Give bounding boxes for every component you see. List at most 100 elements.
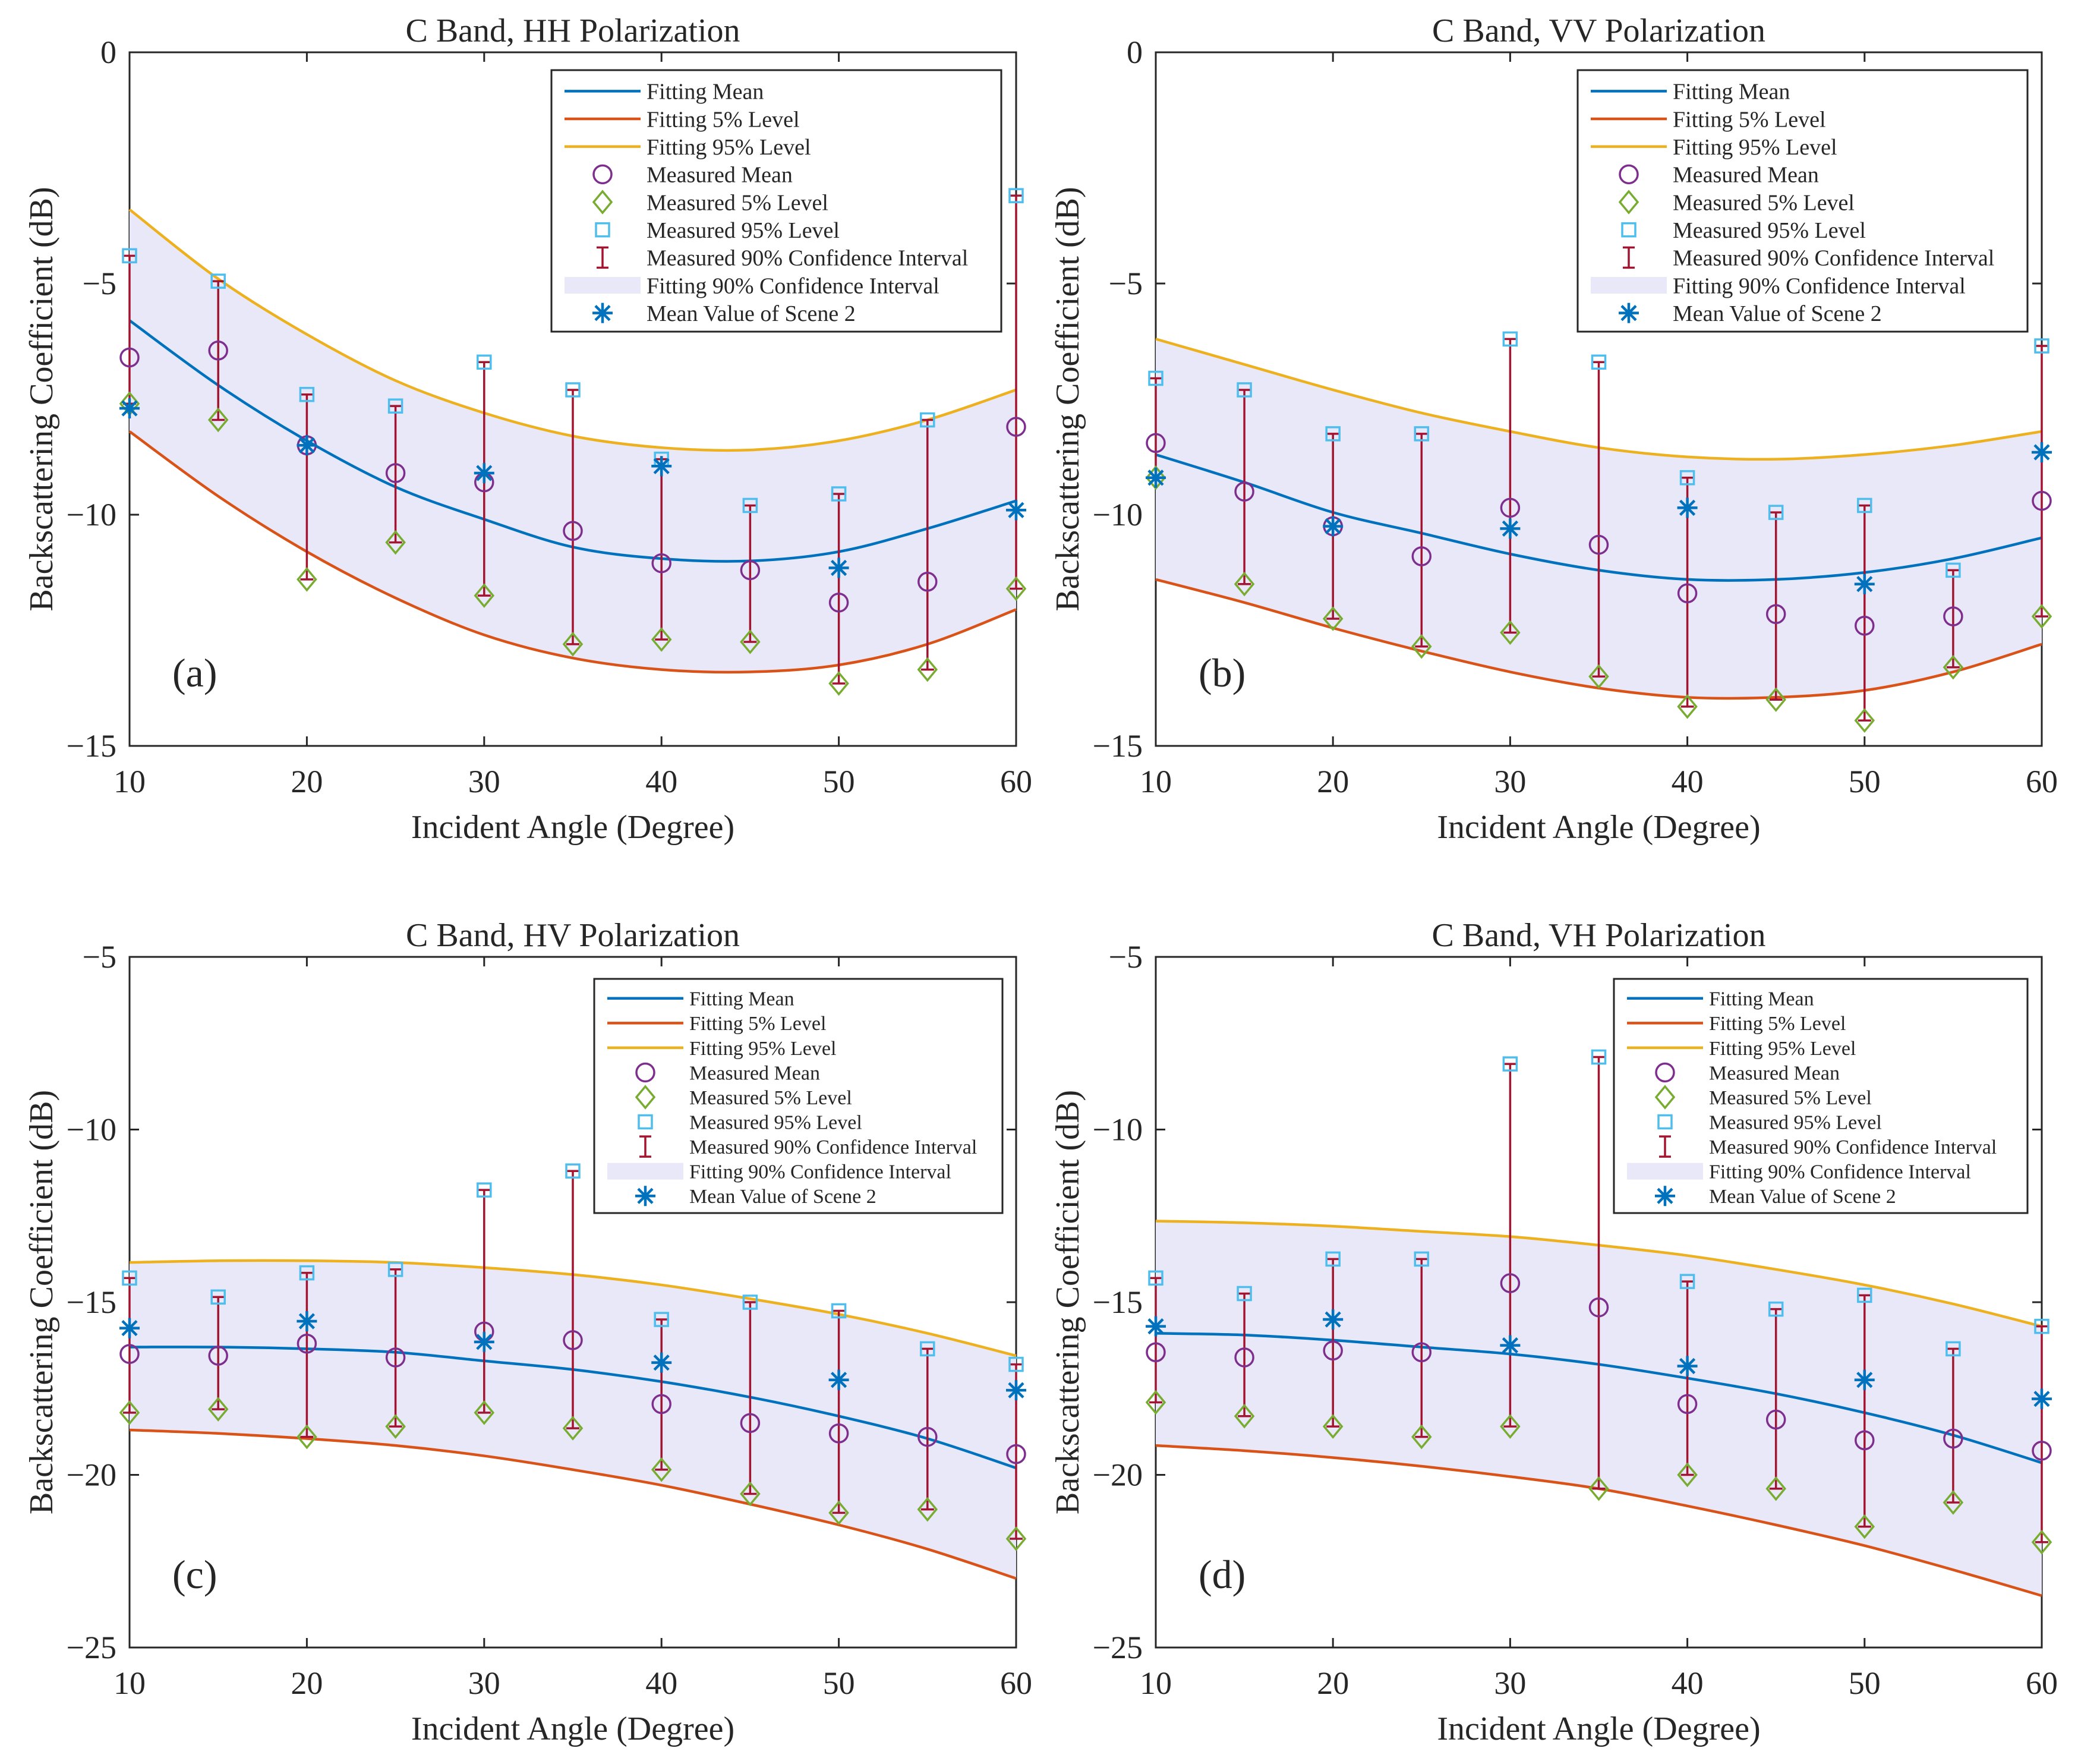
measured-95-marker bbox=[477, 1182, 492, 1198]
legend-symbol-measured-95 bbox=[1621, 222, 1636, 238]
measured-5-marker bbox=[297, 1424, 317, 1450]
legend-label: Fitting 5% Level bbox=[647, 107, 800, 132]
panel-letter: (c) bbox=[172, 1552, 217, 1597]
measured-mean-marker bbox=[1765, 604, 1786, 625]
ci-errorbar bbox=[2035, 345, 2048, 618]
scene2-mean-marker bbox=[1677, 497, 1698, 518]
measured-95-marker bbox=[1237, 1286, 1252, 1302]
measured-95-marker bbox=[1768, 1301, 1784, 1317]
x-tick-label: 10 bbox=[113, 764, 146, 799]
legend-label: Fitting 95% Level bbox=[1709, 1038, 1856, 1060]
x-tick-label: 20 bbox=[291, 764, 323, 799]
legend-label: Fitting 95% Level bbox=[689, 1038, 836, 1060]
measured-95-marker bbox=[1591, 1049, 1607, 1065]
legend-label: Fitting Mean bbox=[647, 80, 764, 105]
legend-label: Fitting 90% Confidence Interval bbox=[1709, 1161, 1971, 1183]
x-axis-label: Incident Angle (Degree) bbox=[1437, 809, 1760, 846]
x-tick-label: 60 bbox=[1000, 764, 1032, 799]
measured-5-marker bbox=[1677, 694, 1698, 719]
measured-mean-marker bbox=[1765, 1409, 1786, 1430]
legend-item: Mean Value of Scene 2 bbox=[1619, 301, 1882, 326]
measured-95-marker bbox=[565, 382, 581, 398]
ci-errorbar bbox=[212, 1296, 225, 1410]
legend-label: Fitting Mean bbox=[1709, 988, 1814, 1010]
scene2-mean-marker bbox=[2032, 442, 2052, 462]
measured-5-marker bbox=[1588, 664, 1609, 689]
scene2-mean-marker bbox=[1146, 1316, 1166, 1337]
ci-errorbar bbox=[920, 1347, 934, 1511]
measured-95-marker bbox=[1945, 1341, 1961, 1357]
measured-5-marker bbox=[1943, 1490, 1964, 1515]
measured-95-marker bbox=[742, 497, 758, 514]
measured-95-marker bbox=[1679, 1274, 1695, 1289]
measured-mean-marker bbox=[1677, 583, 1698, 604]
measured-5-marker bbox=[1411, 1424, 1432, 1450]
measured-95-marker bbox=[1502, 1056, 1518, 1072]
measured-5-marker bbox=[2031, 1530, 2052, 1555]
measured-mean-marker bbox=[1943, 1428, 1963, 1449]
measured-95-marker bbox=[1502, 331, 1518, 347]
panel-letter: (a) bbox=[172, 650, 217, 695]
measured-95-marker bbox=[1414, 426, 1430, 442]
legend-item: Measured 90% Confidence Interval bbox=[1659, 1135, 1997, 1158]
measured-95-marker bbox=[1414, 1251, 1430, 1267]
ci-errorbar bbox=[1238, 389, 1251, 585]
legend-label: Measured Mean bbox=[689, 1062, 820, 1084]
y-tick-label: −10 bbox=[1093, 1112, 1143, 1148]
y-axis-label: Backscattering Coefficient (dB) bbox=[23, 187, 60, 611]
legend-label: Mean Value of Scene 2 bbox=[647, 301, 856, 326]
measured-5-marker bbox=[207, 1397, 229, 1422]
fitting-5-line bbox=[129, 1428, 1017, 1580]
measured-mean-marker bbox=[828, 593, 849, 613]
scene2-mean-marker bbox=[1854, 574, 1875, 594]
x-tick-label: 40 bbox=[645, 1665, 677, 1701]
legend-symbol-measured-mean bbox=[635, 1062, 655, 1083]
ci-errorbar bbox=[1680, 1280, 1694, 1476]
plot-layer bbox=[1145, 1049, 2052, 1598]
scene2-mean-marker bbox=[828, 1369, 849, 1390]
measured-95-marker bbox=[477, 354, 492, 370]
measured-5-marker bbox=[297, 567, 317, 592]
measured-95-marker bbox=[1679, 470, 1695, 486]
measured-5-marker bbox=[474, 583, 495, 608]
ci-errorbar bbox=[1503, 338, 1517, 634]
legend-symbol-fitting-band bbox=[607, 1163, 683, 1180]
fitting-5-line bbox=[128, 430, 1017, 674]
measured-mean-marker bbox=[385, 463, 406, 483]
panel-title: C Band, VV Polarization bbox=[1432, 12, 1765, 49]
y-axis-label: Backscattering Coefficient (dB) bbox=[1049, 1090, 1086, 1514]
measured-mean-marker bbox=[1855, 1430, 1875, 1451]
measured-mean-marker bbox=[917, 1426, 938, 1447]
measured-95-marker bbox=[1008, 1356, 1024, 1372]
scene2-mean-marker bbox=[1323, 516, 1344, 537]
scene2-mean-marker bbox=[1500, 1335, 1521, 1356]
measured-5-marker bbox=[1005, 576, 1027, 601]
panel-b: C Band, VV Polarization Incident Angle (… bbox=[1049, 12, 2058, 846]
legend-symbol-measured-mean bbox=[1619, 164, 1639, 185]
scene2-mean-marker bbox=[474, 1331, 494, 1352]
legend-item: Measured Mean bbox=[592, 163, 793, 188]
measured-95-marker bbox=[210, 1289, 226, 1305]
x-tick-label: 50 bbox=[823, 1665, 855, 1701]
measured-mean-marker bbox=[651, 1394, 671, 1415]
legend-item: Fitting Mean bbox=[1627, 988, 1814, 1010]
measured-95-marker bbox=[565, 1163, 581, 1179]
panel-title: C Band, VH Polarization bbox=[1431, 917, 1765, 954]
measured-5-marker bbox=[1234, 1403, 1255, 1429]
x-tick-label: 10 bbox=[1140, 1665, 1172, 1701]
legend-label: Mean Value of Scene 2 bbox=[1709, 1186, 1896, 1208]
panel-title: C Band, HH Polarization bbox=[405, 12, 740, 49]
x-tick-label: 10 bbox=[113, 1665, 146, 1701]
measured-mean-marker bbox=[1855, 615, 1875, 636]
legend-symbol-measured-mean bbox=[1655, 1062, 1675, 1083]
measured-5-marker bbox=[1322, 1414, 1344, 1439]
ci-errorbar bbox=[2035, 1325, 2048, 1544]
measured-5-marker bbox=[1677, 1462, 1698, 1488]
legend-label: Fitting 90% Confidence Interval bbox=[689, 1161, 951, 1183]
legend-symbol-measured-mean bbox=[592, 164, 613, 185]
measured-mean-marker bbox=[2032, 490, 2052, 511]
legend-label: Measured 95% Level bbox=[1673, 218, 1866, 243]
legend-label: Measured 5% Level bbox=[1709, 1087, 1872, 1109]
